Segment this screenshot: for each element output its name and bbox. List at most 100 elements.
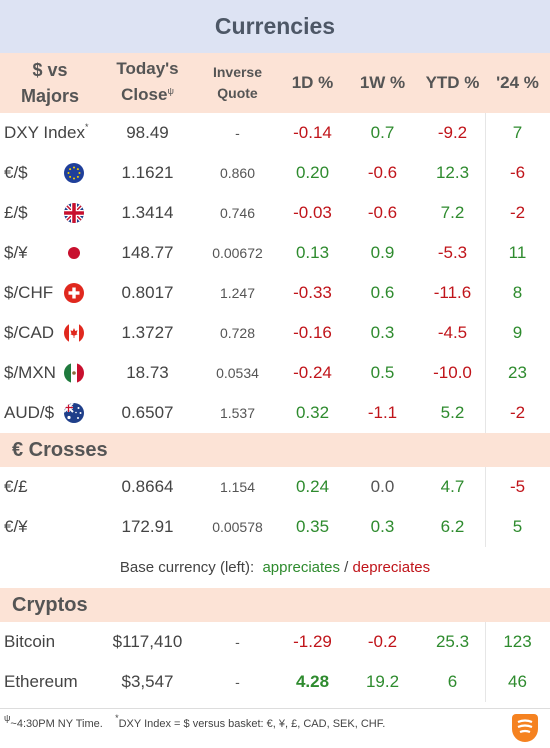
inverse-quote-value: - (235, 634, 240, 650)
cryptos-section-title: Cryptos (12, 593, 88, 616)
footer: ψ ~4:30PM NY Time. * DXY Index = $ versus… (0, 708, 550, 748)
table-row: AUD/$ 0.6507 1.537 0.32 -1.1 5.2 -2 (0, 393, 550, 433)
row-label-text: Ethereum (4, 672, 78, 691)
row-label-text: €/¥ (4, 517, 28, 536)
uk-flag-icon (64, 203, 84, 223)
change-1w-value: 0.0 (370, 477, 395, 496)
inverse-quote-value: 0.746 (219, 205, 256, 221)
inverse-quote-value: 0.00672 (212, 245, 263, 261)
change-ytd-value: -11.6 (433, 283, 472, 302)
inverse-quote-value: 0.0534 (216, 365, 259, 381)
australia-flag-icon (64, 403, 84, 423)
cryptos-section-header: Cryptos (0, 588, 550, 622)
change-2024-value: 8 (512, 283, 523, 302)
table-row: €/£ 0.8664 1.154 0.24 0.0 4.7 -5 (0, 467, 550, 507)
change-ytd-value: 7.2 (440, 203, 465, 222)
legend-separator: / (340, 558, 353, 576)
change-1w-value: 0.5 (370, 363, 395, 382)
header-pair-line1: $ vs (32, 60, 68, 80)
header-inverse: Inverse Quote (195, 53, 280, 113)
table-header: $ vs Majors Today's Closeψ Inverse Quote 1D… (0, 53, 550, 113)
close-value: 18.73 (126, 363, 169, 382)
footnote-time: ~4:30PM NY Time. (10, 718, 103, 730)
change-1d-value: -1.29 (293, 632, 332, 651)
inverse-quote-value: - (235, 674, 240, 690)
switzerland-flag-icon (64, 283, 84, 303)
change-1d-value: 0.24 (295, 477, 330, 496)
header-close-line1: Today's (116, 59, 179, 78)
change-ytd-value: -5.3 (437, 243, 468, 262)
header-close-line2: Close (121, 85, 168, 104)
close-value: 0.6507 (121, 403, 174, 422)
color-legend: Base currency (left): appreciates / depr… (0, 548, 550, 586)
row-label: €/¥ (4, 507, 100, 547)
change-1d-value: -0.24 (293, 363, 332, 382)
close-value: 148.77 (121, 243, 174, 262)
column-divider (485, 467, 486, 547)
change-1w-value: 0.3 (370, 517, 395, 536)
change-2024-value: 9 (512, 323, 523, 342)
close-value: 0.8664 (121, 477, 174, 496)
brand-logo-icon (512, 714, 538, 742)
close-value: 1.3414 (121, 203, 174, 222)
mexico-flag-icon (64, 363, 84, 383)
row-label: €/£ (4, 467, 100, 507)
change-2024-value: -2 (509, 203, 526, 222)
legend-prefix: Base currency (left): (119, 558, 263, 576)
change-2024-value: 123 (503, 632, 532, 651)
crosses-section-title: € Crosses (12, 438, 108, 461)
row-label-sup: * (84, 122, 89, 132)
change-ytd-value: -4.5 (437, 323, 468, 342)
header-2024: '24 % (496, 73, 539, 92)
column-divider (485, 113, 486, 433)
row-label: AUD/$ (4, 393, 100, 433)
change-1w-value: -1.1 (367, 403, 398, 422)
change-1d-value: 0.32 (295, 403, 330, 422)
change-2024-value: 46 (508, 672, 527, 691)
inverse-quote-value: 1.154 (219, 479, 256, 495)
canada-flag-icon (64, 323, 84, 343)
inverse-quote-value: 0.728 (219, 325, 256, 341)
change-1d-value: 0.35 (295, 517, 330, 536)
footnote-star-mark: * (115, 713, 119, 723)
header-pair: $ vs Majors (0, 53, 100, 113)
row-label: Bitcoin (4, 622, 100, 662)
change-1w-value: -0.6 (367, 203, 398, 222)
row-label: DXY Index * (4, 113, 100, 153)
crosses-section-header: € Crosses (0, 433, 550, 467)
table-row: £/$ 1.3414 0.746 -0.03 -0.6 7.2 -2 (0, 193, 550, 233)
change-1d-value: -0.16 (293, 323, 332, 342)
row-label: $/CAD (4, 313, 100, 353)
row-label: $/CHF (4, 273, 100, 313)
change-1w-value: -0.6 (367, 163, 398, 182)
row-label-text: $/¥ (4, 243, 28, 262)
inverse-quote-value: - (235, 125, 240, 141)
change-ytd-value: 12.3 (435, 163, 470, 182)
row-label-text: $/CHF (4, 283, 54, 302)
row-label-text: €/$ (4, 163, 28, 182)
change-1d-value: 0.20 (295, 163, 330, 182)
row-label-text: £/$ (4, 203, 28, 222)
change-ytd-value: 4.7 (440, 477, 465, 496)
inverse-quote-value: 0.860 (219, 165, 256, 181)
row-label-text: $/MXN (4, 363, 56, 382)
header-1w: 1W % (359, 73, 406, 92)
row-label: £/$ (4, 193, 100, 233)
change-ytd-value: 25.3 (435, 632, 470, 651)
table-row: $/CHF 0.8017 1.247 -0.33 0.6 -11.6 8 (0, 273, 550, 313)
row-label-text: AUD/$ (4, 403, 55, 422)
table-row: Ethereum $3,547 - 4.28 19.2 6 46 (0, 662, 550, 702)
change-1w-value: 0.7 (370, 123, 395, 142)
inverse-quote-value: 0.00578 (212, 519, 263, 535)
change-1d-value: 0.13 (295, 243, 330, 262)
change-2024-value: -6 (509, 163, 526, 182)
change-ytd-value: -10.0 (433, 363, 472, 382)
header-close-sup: ψ (167, 86, 174, 96)
header-ytd: YTD % (425, 73, 480, 92)
row-label-text: €/£ (4, 477, 28, 496)
change-ytd-value: -9.2 (437, 123, 468, 142)
change-2024-value: -2 (509, 403, 526, 422)
footnote: ψ ~4:30PM NY Time. * DXY Index = $ versus… (4, 709, 385, 739)
table-row: DXY Index * 98.49 - -0.14 0.7 -9.2 7 (0, 113, 550, 153)
change-1d-value: -0.33 (293, 283, 332, 302)
